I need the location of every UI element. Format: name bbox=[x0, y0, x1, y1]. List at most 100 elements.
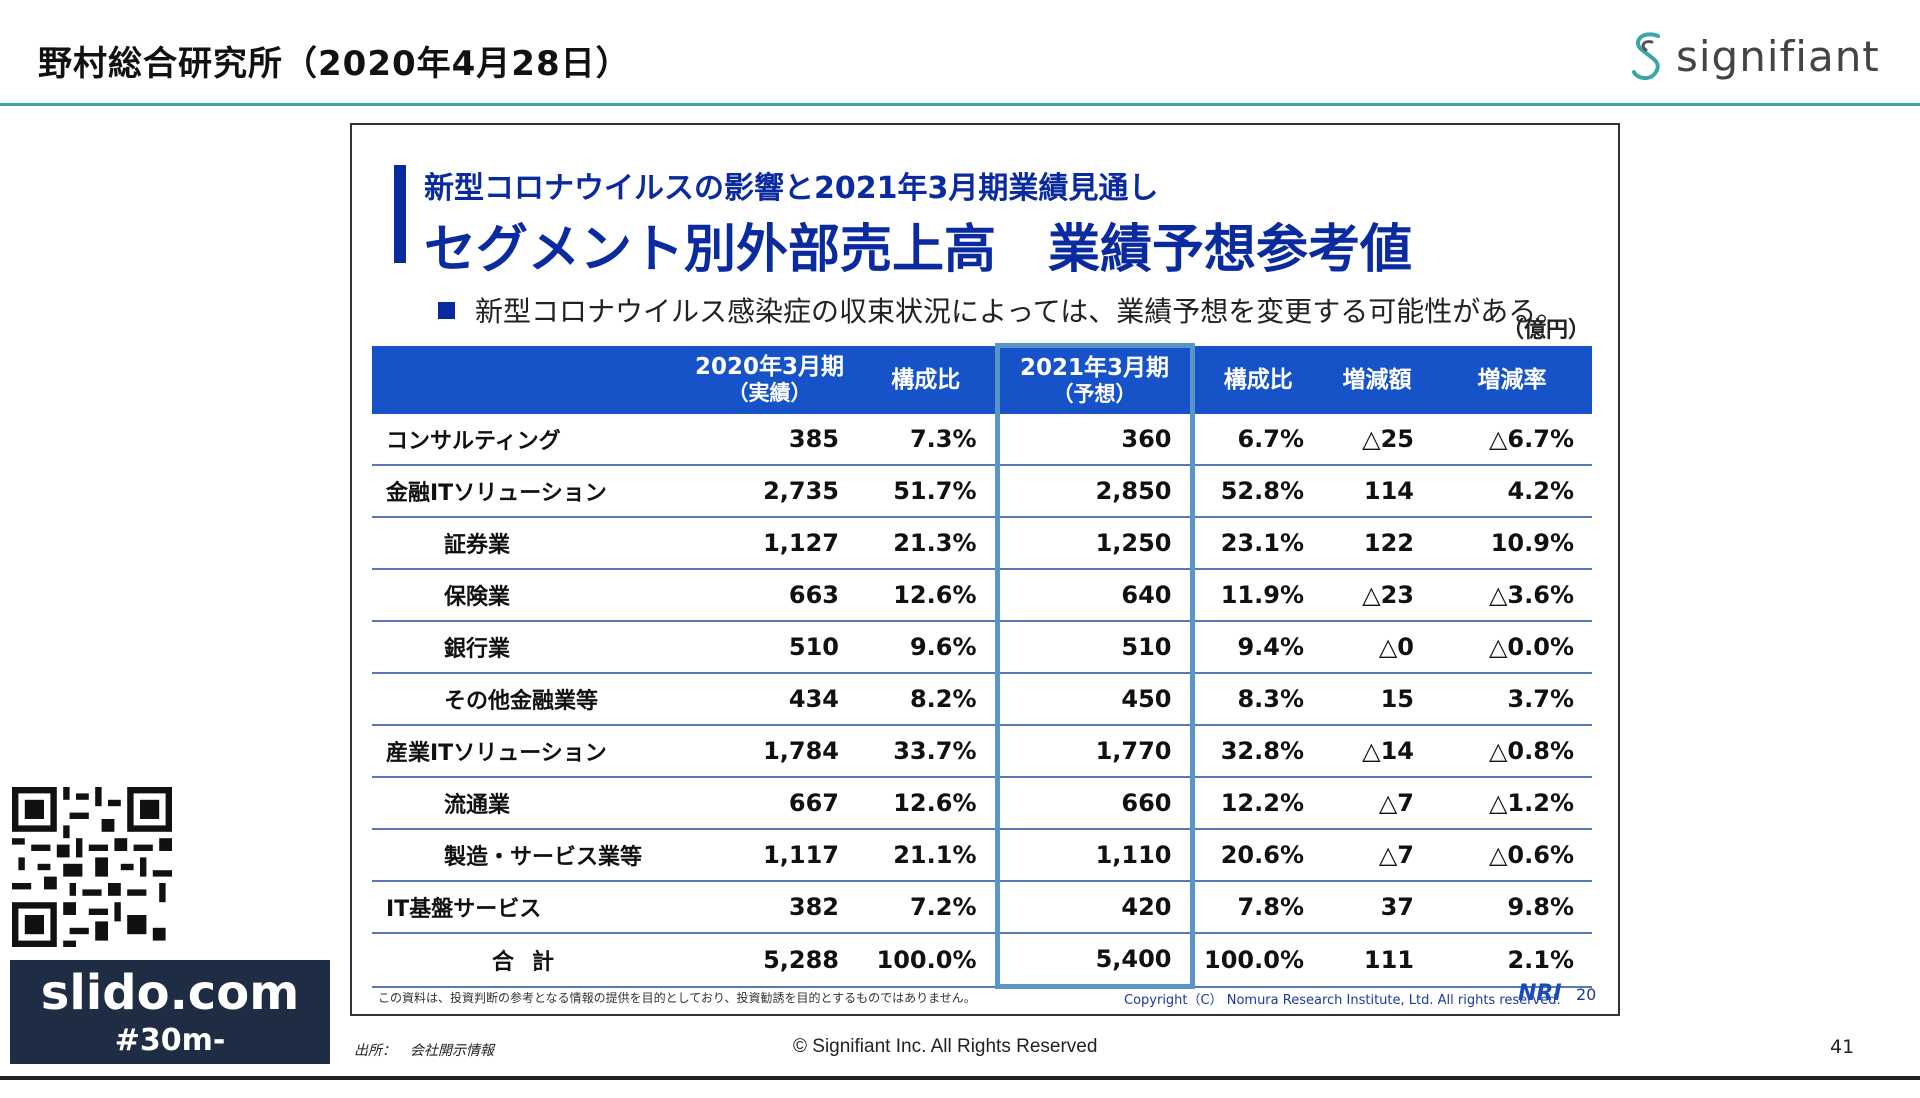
signifiant-logo: signifiant bbox=[1628, 26, 1880, 86]
qr-code-icon[interactable] bbox=[12, 787, 172, 947]
slide-subtitle: 新型コロナウイルスの影響と2021年3月期業績見通し bbox=[424, 171, 1159, 206]
cell-v2020: 1,784 bbox=[682, 725, 857, 778]
slido-banner[interactable]: slido.com #30m-webinar0507 bbox=[10, 960, 330, 1096]
cell-r2020: 8.2% bbox=[857, 673, 997, 726]
bottom-border bbox=[0, 1076, 1920, 1080]
slido-url[interactable]: slido.com bbox=[40, 965, 300, 1021]
cell-name: 製造・サービス業等 bbox=[372, 829, 682, 882]
nri-logo: NRI bbox=[1518, 981, 1562, 1006]
table-row: 合計 5,288 100.0% 5,400 100.0% 111 2.1% bbox=[372, 933, 1592, 989]
table-row: 流通業 667 12.6% 660 12.2% △7 △1.2% bbox=[372, 777, 1592, 830]
cell-r2021: 7.8% bbox=[1192, 881, 1322, 934]
embedded-slide: 新型コロナウイルスの影響と2021年3月期業績見通し セグメント別外部売上高 業… bbox=[350, 123, 1620, 1016]
cell-v2021: 360 bbox=[994, 414, 1195, 466]
cell-v2020: 434 bbox=[682, 673, 857, 726]
header-diff-label: 増減額 bbox=[1342, 366, 1412, 393]
bullet-square-icon bbox=[438, 301, 455, 319]
cell-v2020: 385 bbox=[682, 414, 857, 466]
cell-r2021: 12.2% bbox=[1192, 777, 1322, 830]
cell-v2021: 5,400 bbox=[994, 933, 1195, 989]
title-accent-bar bbox=[394, 165, 406, 263]
cell-name: 保険業 bbox=[372, 569, 682, 622]
cell-r2020: 7.2% bbox=[857, 881, 997, 934]
cell-v2021: 510 bbox=[994, 621, 1195, 674]
slido-hashtag: #30m-webinar0507 bbox=[60, 1023, 280, 1096]
cell-r2021: 6.7% bbox=[1192, 414, 1322, 466]
slide-note: 新型コロナウイルス感染症の収束状況によっては、業績予想を変更する可能性がある。 bbox=[438, 290, 1564, 330]
cell-name: 証券業 bbox=[372, 517, 682, 570]
table-row: 保険業 663 12.6% 640 11.9% △23 △3.6% bbox=[372, 569, 1592, 622]
header-ratio-2021-label: 構成比 bbox=[1223, 366, 1293, 393]
cell-v2021: 1,770 bbox=[994, 725, 1195, 778]
cell-name: 合計 bbox=[372, 933, 682, 988]
header-divider bbox=[0, 103, 1920, 106]
header-fy2021-main: 2021年3月期 bbox=[1019, 355, 1170, 381]
cell-r2020: 7.3% bbox=[857, 414, 997, 466]
cell-diff: △23 bbox=[1322, 569, 1432, 622]
cell-rate: △0.0% bbox=[1432, 621, 1592, 674]
cell-v2021: 640 bbox=[994, 569, 1195, 622]
page-title: 野村総合研究所（2020年4月28日） bbox=[38, 44, 631, 84]
cell-diff: 114 bbox=[1322, 465, 1432, 518]
header-fy2020-main: 2020年3月期 bbox=[694, 353, 845, 380]
cell-r2020: 100.0% bbox=[857, 933, 997, 988]
cell-v2020: 1,117 bbox=[682, 829, 857, 882]
table-row: 産業ITソリューション 1,784 33.7% 1,770 32.8% △14 △0.8% bbox=[372, 725, 1592, 778]
cell-r2021: 100.0% bbox=[1192, 933, 1322, 988]
cell-rate: △1.2% bbox=[1432, 777, 1592, 830]
cell-rate: 9.8% bbox=[1432, 881, 1592, 934]
header-fy2020-sub: （実績） bbox=[727, 380, 812, 405]
slide-page-number: 20 bbox=[1576, 985, 1597, 1004]
header-diff: 増減額 bbox=[1322, 345, 1432, 414]
cell-name: 流通業 bbox=[372, 777, 682, 830]
unit-label: （億円） bbox=[1501, 318, 1590, 343]
table-row: 銀行業 510 9.6% 510 9.4% △0 △0.0% bbox=[372, 621, 1592, 674]
cell-rate: 2.1% bbox=[1432, 933, 1592, 988]
cell-diff: △25 bbox=[1322, 414, 1432, 466]
header-rate: 増減率 bbox=[1432, 345, 1592, 414]
cell-r2021: 8.3% bbox=[1192, 673, 1322, 726]
cell-rate: 4.2% bbox=[1432, 465, 1592, 518]
header-ratio-2020-label: 構成比 bbox=[891, 366, 961, 393]
cell-diff: 111 bbox=[1322, 933, 1432, 988]
header-fy2021: 2021年3月期 （予想） bbox=[994, 343, 1195, 414]
cell-name: 産業ITソリューション bbox=[372, 725, 682, 778]
cell-v2021: 2,850 bbox=[994, 465, 1195, 518]
cell-name: その他金融業等 bbox=[372, 673, 682, 726]
cell-r2020: 12.6% bbox=[857, 569, 997, 622]
table-row: コンサルティング 385 7.3% 360 6.7% △25 △6.7% bbox=[372, 414, 1592, 466]
cell-rate: △0.8% bbox=[1432, 725, 1592, 778]
cell-name: コンサルティング bbox=[372, 414, 682, 466]
cell-r2021: 11.9% bbox=[1192, 569, 1322, 622]
segment-sales-table: 2020年3月期 （実績） 構成比 2021年3月期 （予想） 構成比 増減額 増減… bbox=[372, 343, 1592, 989]
source-note: 出所： 会社開示情報 bbox=[354, 1043, 494, 1059]
cell-rate: 3.7% bbox=[1432, 673, 1592, 726]
table-header-row: 2020年3月期 （実績） 構成比 2021年3月期 （予想） 構成比 増減額 増減… bbox=[372, 343, 1592, 414]
cell-r2021: 23.1% bbox=[1192, 517, 1322, 570]
table-row: 製造・サービス業等 1,117 21.1% 1,110 20.6% △7 △0.6% bbox=[372, 829, 1592, 882]
cell-v2021: 660 bbox=[994, 777, 1195, 830]
table-row: IT基盤サービス 382 7.2% 420 7.8% 37 9.8% bbox=[372, 881, 1592, 934]
cell-r2020: 51.7% bbox=[857, 465, 997, 518]
cell-v2021: 450 bbox=[994, 673, 1195, 726]
footer-copyright: © Signifiant Inc. All Rights Reserved bbox=[793, 1036, 1098, 1057]
cell-diff: △7 bbox=[1322, 777, 1432, 830]
slide-copyright: Copyright（C） Nomura Research Institute, … bbox=[1124, 993, 1561, 1008]
table-row: その他金融業等 434 8.2% 450 8.3% 15 3.7% bbox=[372, 673, 1592, 726]
cell-v2020: 5,288 bbox=[682, 933, 857, 988]
header-fy2021-sub: （予想） bbox=[1052, 382, 1137, 406]
cell-v2021: 1,110 bbox=[994, 829, 1195, 882]
cell-name: 金融ITソリューション bbox=[372, 465, 682, 518]
cell-v2020: 663 bbox=[682, 569, 857, 622]
cell-v2020: 510 bbox=[682, 621, 857, 674]
signifiant-swirl-icon bbox=[1632, 32, 1660, 80]
cell-r2020: 21.1% bbox=[857, 829, 997, 882]
cell-diff: 15 bbox=[1322, 673, 1432, 726]
table-row: 金融ITソリューション 2,735 51.7% 2,850 52.8% 114 4.2% bbox=[372, 465, 1592, 518]
cell-rate: △0.6% bbox=[1432, 829, 1592, 882]
cell-r2020: 9.6% bbox=[857, 621, 997, 674]
cell-diff: △14 bbox=[1322, 725, 1432, 778]
cell-name: 銀行業 bbox=[372, 621, 682, 674]
cell-diff: 37 bbox=[1322, 881, 1432, 934]
header-ratio-2021: 構成比 bbox=[1192, 345, 1322, 414]
